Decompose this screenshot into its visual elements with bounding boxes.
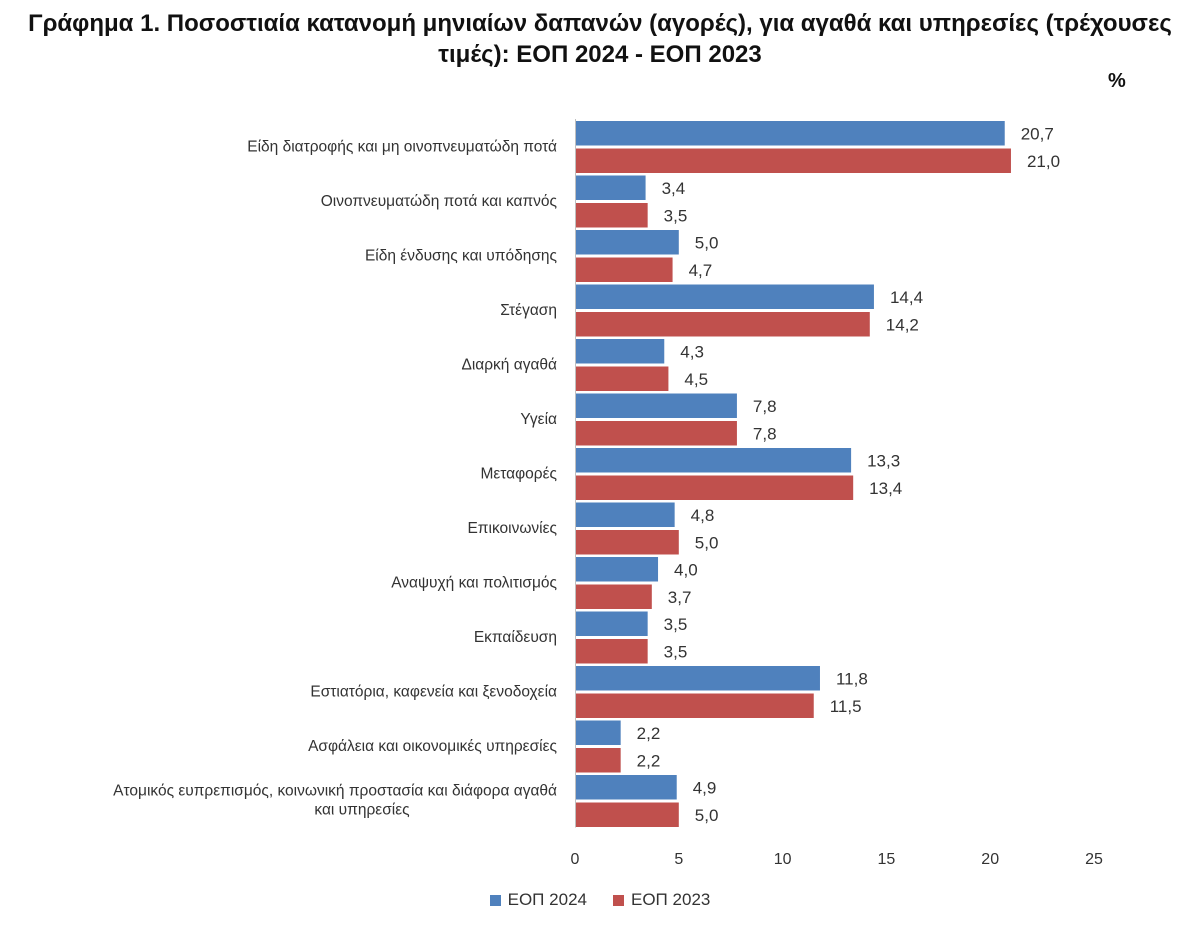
legend: ΕΟΠ 2024 ΕΟΠ 2023: [0, 890, 1200, 910]
category-label: Στέγαση: [500, 302, 557, 319]
data-label: 3,5: [664, 615, 688, 634]
x-tick-label: 25: [1085, 851, 1103, 868]
chart-title: Γράφημα 1. Ποσοστιαία κατανομή μηνιαίων …: [0, 8, 1200, 70]
bar-eop-2023: [576, 748, 621, 773]
category-label: Είδη διατροφής και μη οινοπνευματώδη ποτ…: [247, 139, 557, 156]
category-label: Επικοινωνίες: [467, 520, 557, 537]
x-tick-label: 0: [571, 851, 580, 868]
data-label: 4,3: [680, 342, 704, 361]
data-label: 5,0: [695, 806, 719, 825]
legend-label: ΕΟΠ 2023: [631, 890, 711, 909]
bar-eop-2024: [576, 339, 665, 364]
bar-eop-2023: [576, 584, 652, 609]
legend-swatch: [613, 894, 624, 906]
data-label: 21,0: [1027, 152, 1060, 171]
legend-item-eop-2023: ΕΟΠ 2023: [613, 890, 710, 910]
legend-label: ΕΟΠ 2024: [507, 890, 587, 909]
category-label: Μεταφορές: [480, 466, 557, 483]
category-label: Εστιατόρια, καφενεία και ξενοδοχεία: [310, 684, 557, 701]
category-label: Οινοπνευματώδη ποτά και καπνός: [321, 193, 557, 210]
data-label: 5,0: [695, 233, 719, 252]
bar-eop-2023: [576, 366, 669, 391]
legend-swatch: [489, 894, 501, 906]
category-label: Ατομικός ευπρεπισμός, κοινωνική προστασί…: [113, 783, 557, 819]
x-tick-label: 10: [774, 851, 792, 868]
category-label: Εκπαίδευση: [474, 629, 557, 646]
bar-eop-2024: [576, 393, 737, 418]
data-label: 11,8: [836, 669, 868, 688]
data-label: 3,7: [668, 588, 692, 607]
bar-eop-2024: [576, 230, 679, 255]
category-label: Διαρκή αγαθά: [461, 357, 557, 374]
category-label: Αναψυχή και πολιτισμός: [391, 575, 557, 592]
chart-title-line-1: Γράφημα 1. Ποσοστιαία κατανομή μηνιαίων …: [28, 10, 1172, 37]
bar-eop-2023: [576, 421, 737, 446]
bar-eop-2023: [576, 312, 870, 337]
bar-eop-2023: [576, 802, 679, 827]
category-label: Είδη ένδυσης και υπόδησης: [365, 248, 557, 265]
chart-title-line-2: τιμές): ΕΟΠ 2024 - ΕΟΠ 2023: [438, 41, 762, 68]
bar-eop-2024: [576, 557, 659, 582]
bar-eop-2023: [576, 693, 814, 718]
bar-eop-2024: [576, 666, 820, 691]
bar-eop-2023: [576, 203, 648, 228]
bar-eop-2024: [576, 175, 646, 200]
bar-eop-2023: [576, 475, 854, 500]
data-label: 3,5: [664, 206, 688, 225]
bar-eop-2024: [576, 448, 852, 473]
data-label: 4,9: [693, 778, 717, 797]
x-tick-label: 15: [878, 851, 896, 868]
data-label: 14,4: [890, 288, 923, 307]
bar-eop-2024: [576, 775, 677, 800]
data-label: 7,8: [753, 424, 777, 443]
bar-eop-2023: [576, 639, 648, 664]
data-label: 13,3: [867, 451, 900, 470]
data-label: 7,8: [753, 397, 777, 416]
x-tick-label: 20: [981, 851, 999, 868]
category-label: Ασφάλεια και οικονομικές υπηρεσίες: [308, 738, 557, 755]
data-label: 2,2: [637, 751, 661, 770]
data-label: 4,5: [684, 370, 708, 389]
category-label: Υγεία: [520, 411, 557, 428]
bar-eop-2024: [576, 121, 1005, 146]
bar-eop-2024: [576, 720, 621, 745]
bar-eop-2024: [576, 284, 874, 309]
data-label: 11,5: [830, 697, 862, 716]
data-label: 13,4: [869, 479, 902, 498]
data-label: 14,2: [886, 315, 919, 334]
data-label: 4,0: [674, 560, 698, 579]
data-label: 2,2: [637, 724, 661, 743]
bar-eop-2024: [576, 611, 648, 636]
data-label: 4,8: [691, 506, 715, 525]
legend-item-eop-2024: ΕΟΠ 2024: [489, 890, 587, 910]
bar-eop-2023: [576, 148, 1011, 173]
bar-eop-2024: [576, 502, 675, 527]
x-tick-label: 5: [674, 851, 683, 868]
data-label: 4,7: [689, 261, 713, 280]
unit-label: %: [1108, 70, 1126, 92]
bar-chart: Είδη διατροφής και μη οινοπνευματώδη ποτ…: [113, 119, 1103, 868]
data-label: 5,0: [695, 533, 719, 552]
data-label: 20,7: [1021, 124, 1054, 143]
data-label: 3,5: [664, 642, 688, 661]
bar-eop-2023: [576, 530, 679, 555]
data-label: 3,4: [662, 179, 686, 198]
bar-eop-2023: [576, 257, 673, 282]
